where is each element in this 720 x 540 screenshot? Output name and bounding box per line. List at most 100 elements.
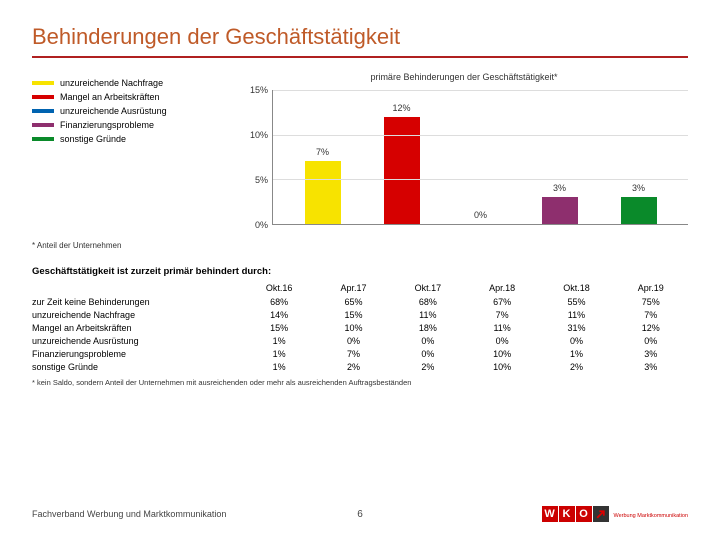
table-cell: 1% (242, 362, 316, 372)
table-cell: 10% (465, 349, 539, 359)
legend-label: unzureichende Nachfrage (60, 78, 163, 88)
logo-arrow-icon (593, 506, 609, 522)
table-title: Geschäftstätigkeit ist zurzeit primär be… (32, 266, 688, 277)
table-cell: 0% (539, 336, 613, 346)
logo-subtitle: Werbung Marktkommunikation (614, 513, 688, 519)
table-cell: 1% (539, 349, 613, 359)
bar-label: 7% (305, 147, 341, 157)
page-number: 6 (340, 509, 380, 520)
table-note: * kein Saldo, sondern Anteil der Unterne… (32, 378, 688, 387)
data-table: Geschäftstätigkeit ist zurzeit primär be… (32, 266, 688, 387)
table-cell: 0% (614, 336, 688, 346)
table-cell: 3% (614, 349, 688, 359)
table-row-label: zur Zeit keine Behinderungen (32, 297, 242, 307)
table-cell: 65% (316, 297, 390, 307)
page-title: Behinderungen der Geschäftstätigkeit (32, 24, 688, 50)
table-column-header: Apr.18 (465, 283, 539, 293)
table-row: sonstige Gründe1%2%2%10%2%3% (32, 362, 688, 372)
table-cell: 75% (614, 297, 688, 307)
table-header: Okt.16Apr.17Okt.17Apr.18Okt.18Apr.19 (32, 283, 688, 293)
table-row: Finanzierungsprobleme1%7%0%10%1%3% (32, 349, 688, 359)
table-cell: 3% (614, 362, 688, 372)
legend: unzureichende Nachfrage Mangel an Arbeits… (32, 72, 232, 250)
bar: 3% (621, 197, 657, 224)
table-column-header: Okt.18 (539, 283, 613, 293)
table-cell: 0% (391, 336, 465, 346)
table-cell: 0% (391, 349, 465, 359)
logo-letter-o: O (576, 506, 592, 522)
table-cell: 2% (316, 362, 390, 372)
table-cell: 2% (391, 362, 465, 372)
table-column-header: Apr.17 (316, 283, 390, 293)
table-cell: 0% (465, 336, 539, 346)
table-row-label: unzureichende Nachfrage (32, 310, 242, 320)
bar-label: 12% (384, 103, 420, 113)
bar: 3% (542, 197, 578, 224)
table-column-header: Apr.19 (614, 283, 688, 293)
table-cell: 7% (465, 310, 539, 320)
table-row-label: Mangel an Arbeitskräften (32, 323, 242, 333)
legend-label: sonstige Gründe (60, 134, 126, 144)
table-cell: 11% (539, 310, 613, 320)
legend-swatch (32, 123, 54, 127)
chart-wrap: primäre Behinderungen der Geschäftstätig… (240, 72, 688, 250)
y-tick: 10% (250, 130, 268, 140)
table-cell: 11% (391, 310, 465, 320)
table-row-label: sonstige Gründe (32, 362, 242, 372)
table-cell: 15% (242, 323, 316, 333)
legend-label: Mangel an Arbeitskräften (60, 92, 160, 102)
table-cell: 0% (316, 336, 390, 346)
table-cell: 68% (391, 297, 465, 307)
table-cell: 31% (539, 323, 613, 333)
bar-label: 3% (621, 183, 657, 193)
table-row: unzureichende Ausrüstung1%0%0%0%0%0% (32, 336, 688, 346)
table-cell: 2% (539, 362, 613, 372)
table-cell: 1% (242, 349, 316, 359)
table-cell: 11% (465, 323, 539, 333)
legend-swatch (32, 81, 54, 85)
logo-letter-k: K (559, 506, 575, 522)
table-row-label: unzureichende Ausrüstung (32, 336, 242, 346)
legend-swatch (32, 109, 54, 113)
table-cell: 67% (465, 297, 539, 307)
legend-swatch (32, 137, 54, 141)
footer-text: Fachverband Werbung und Marktkommunikati… (32, 509, 340, 519)
footer: Fachverband Werbung und Marktkommunikati… (0, 506, 720, 522)
legend-item: Finanzierungsprobleme (32, 120, 232, 130)
y-tick: 0% (255, 220, 268, 230)
legend-item: Mangel an Arbeitskräften (32, 92, 232, 102)
chart-area: unzureichende Nachfrage Mangel an Arbeits… (32, 72, 688, 250)
legend-note: * Anteil der Unternehmen (32, 241, 688, 250)
table-cell: 10% (316, 323, 390, 333)
table-cell: 10% (465, 362, 539, 372)
table-row: zur Zeit keine Behinderungen68%65%68%67%… (32, 297, 688, 307)
bar-chart: 0%5%10%15% 7%12%0%3%3% (240, 90, 688, 225)
table-cell: 12% (614, 323, 688, 333)
table-cell: 1% (242, 336, 316, 346)
table-cell: 7% (316, 349, 390, 359)
legend-label: unzureichende Ausrüstung (60, 106, 167, 116)
gridline (273, 90, 688, 91)
title-divider (32, 56, 688, 58)
table-cell: 7% (614, 310, 688, 320)
bar-label: 0% (463, 210, 499, 220)
table-cell: 68% (242, 297, 316, 307)
legend-item: sonstige Gründe (32, 134, 232, 144)
bar: 7% (305, 161, 341, 224)
table-cell: 18% (391, 323, 465, 333)
gridline (273, 135, 688, 136)
gridline (273, 179, 688, 180)
legend-item: unzureichende Ausrüstung (32, 106, 232, 116)
table-cell: 15% (316, 310, 390, 320)
legend-label: Finanzierungsprobleme (60, 120, 154, 130)
plot-area: 7% 12% 0% 3% 3% (272, 90, 688, 225)
table-cell: 14% (242, 310, 316, 320)
legend-item: unzureichende Nachfrage (32, 78, 232, 88)
bar-label: 3% (542, 183, 578, 193)
bar: 12% (384, 117, 420, 224)
footer-logo: W K O Werbung Marktkommunikation (380, 506, 688, 522)
table-column-header: Okt.16 (242, 283, 316, 293)
table-row-label: Finanzierungsprobleme (32, 349, 242, 359)
y-tick: 5% (255, 175, 268, 185)
y-axis: 0%5%10%15% (240, 90, 272, 225)
